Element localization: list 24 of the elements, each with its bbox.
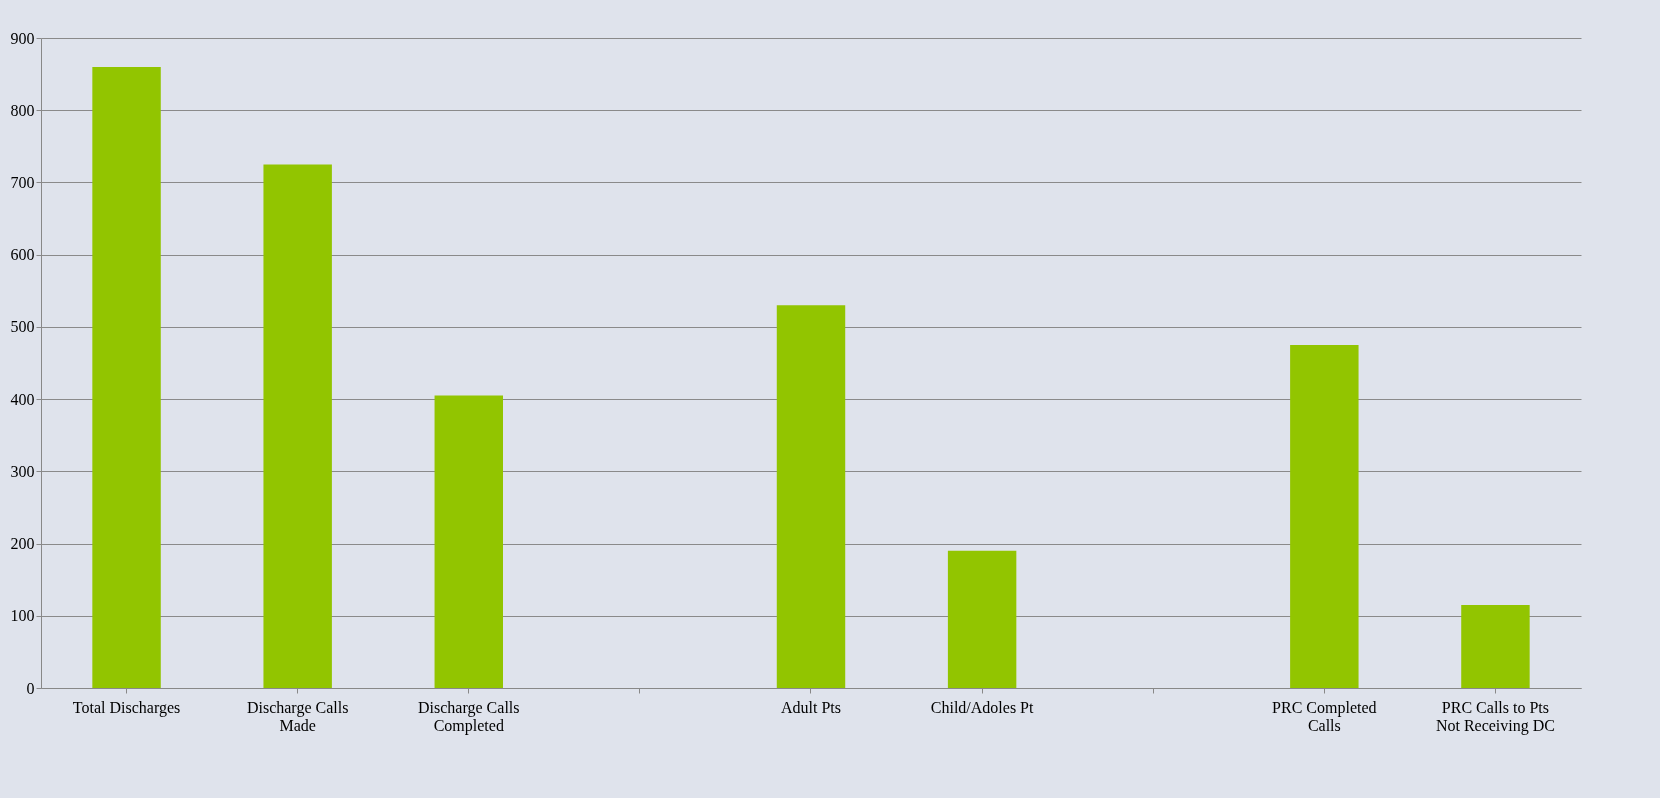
y-tick-label: 900 bbox=[10, 29, 35, 47]
y-tick-label: 300 bbox=[10, 462, 35, 480]
bar bbox=[1290, 344, 1359, 688]
x-tick-label: PRC Completed Calls bbox=[1272, 698, 1377, 734]
bar bbox=[263, 164, 332, 688]
bar bbox=[776, 305, 846, 688]
y-tick-label: 600 bbox=[10, 246, 35, 264]
x-tick-label: Discharge Calls Completed bbox=[418, 698, 520, 735]
bar bbox=[947, 550, 1017, 688]
x-tick-label: PRC Calls to Pts Not Receiving DC bbox=[1435, 698, 1555, 735]
x-tick-label: Total Discharges bbox=[72, 698, 181, 717]
y-tick-label: 500 bbox=[10, 318, 35, 336]
y-tick-label: 400 bbox=[10, 390, 35, 408]
x-tick-label: Adult Pts bbox=[780, 698, 842, 716]
bar bbox=[1461, 604, 1530, 688]
x-tick-label: Discharge Calls Made bbox=[246, 698, 349, 734]
x-tick-label: Child/Adoles Pt bbox=[930, 698, 1034, 716]
bar bbox=[434, 395, 503, 688]
y-tick-label: 700 bbox=[10, 173, 35, 191]
y-tick-label: 800 bbox=[10, 101, 35, 119]
y-tick-label: 0 bbox=[26, 679, 35, 697]
y-tick-label: 200 bbox=[10, 535, 35, 553]
bar bbox=[92, 66, 161, 688]
y-tick-label: 100 bbox=[10, 607, 35, 625]
